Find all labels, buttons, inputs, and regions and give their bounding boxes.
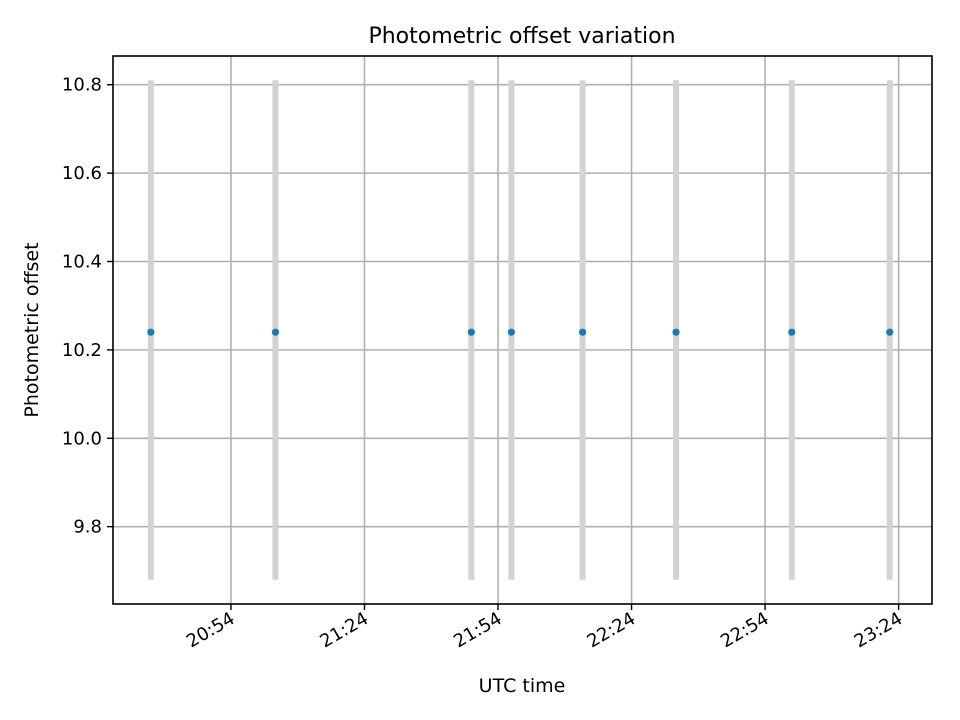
x-tick-label: 22:54 <box>717 608 772 652</box>
grid <box>113 56 932 604</box>
x-axis-label: UTC time <box>479 675 566 697</box>
data-point <box>271 328 280 336</box>
y-tick-label: 10.2 <box>62 340 102 361</box>
y-tick-label: 10.0 <box>62 428 102 449</box>
data-points <box>147 328 894 336</box>
data-point <box>578 328 587 336</box>
data-point <box>886 328 894 336</box>
axis-ticks: 9.8 10.0 10.2 10.4 10.6 10.8 20:54 21:24 21:54 22… <box>62 75 906 653</box>
x-tick-label: 21:54 <box>450 608 505 652</box>
data-point <box>507 328 515 336</box>
error-bars <box>147 80 893 580</box>
y-axis-label: Photometric offset <box>21 242 43 417</box>
data-point <box>672 328 680 336</box>
y-tick-label: 10.4 <box>62 252 102 273</box>
y-tick-label: 10.8 <box>62 75 102 96</box>
data-point <box>788 328 796 336</box>
chart-title: Photometric offset variation <box>368 24 675 49</box>
y-tick-label: 9.8 <box>73 517 102 538</box>
x-tick-label: 22:24 <box>584 608 639 652</box>
data-point <box>147 328 155 336</box>
x-tick-label: 21:24 <box>317 608 372 652</box>
x-tick-label: 23:24 <box>851 608 906 652</box>
x-tick-label: 20:54 <box>183 608 238 652</box>
data-point <box>467 328 475 336</box>
plot-frame <box>112 55 933 605</box>
y-tick-label: 10.6 <box>62 163 102 184</box>
